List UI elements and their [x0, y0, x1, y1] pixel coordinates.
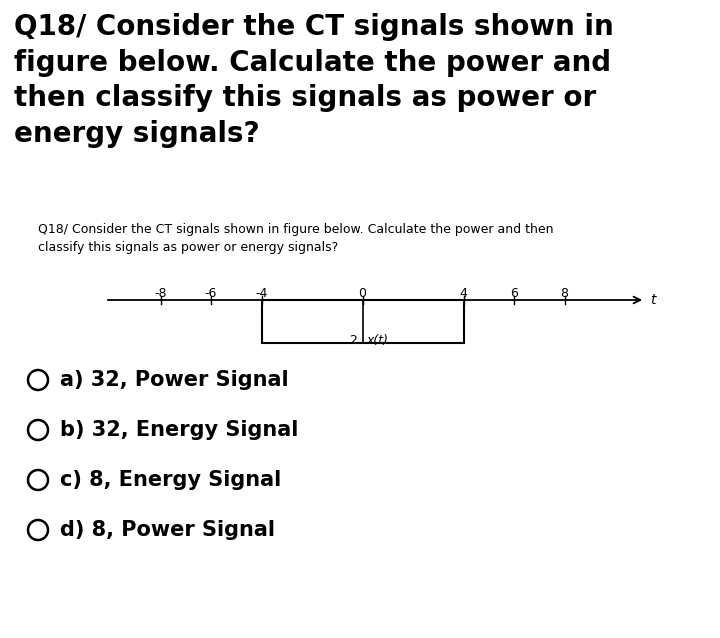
- Text: 8: 8: [560, 287, 569, 300]
- Text: x(t): x(t): [366, 334, 389, 347]
- Bar: [261, 300, 464, 343]
- Text: -8: -8: [154, 287, 167, 300]
- Text: Q18/ Consider the CT signals shown in
figure below. Calculate the power and
then: Q18/ Consider the CT signals shown in fi…: [14, 13, 613, 148]
- Text: d) 8, Power Signal: d) 8, Power Signal: [60, 520, 275, 540]
- Text: a) 32, Power Signal: a) 32, Power Signal: [60, 370, 289, 390]
- Text: Q18/ Consider the CT signals shown in figure below. Calculate the power and then: Q18/ Consider the CT signals shown in fi…: [38, 223, 554, 254]
- Text: 2: 2: [348, 334, 356, 347]
- Text: 6: 6: [510, 287, 518, 300]
- Text: c) 8, Energy Signal: c) 8, Energy Signal: [60, 470, 282, 490]
- Text: b) 32, Energy Signal: b) 32, Energy Signal: [60, 420, 298, 440]
- Text: -6: -6: [204, 287, 217, 300]
- Text: t: t: [650, 293, 655, 307]
- Text: 4: 4: [459, 287, 467, 300]
- Text: -4: -4: [256, 287, 268, 300]
- Text: 0: 0: [359, 287, 366, 300]
